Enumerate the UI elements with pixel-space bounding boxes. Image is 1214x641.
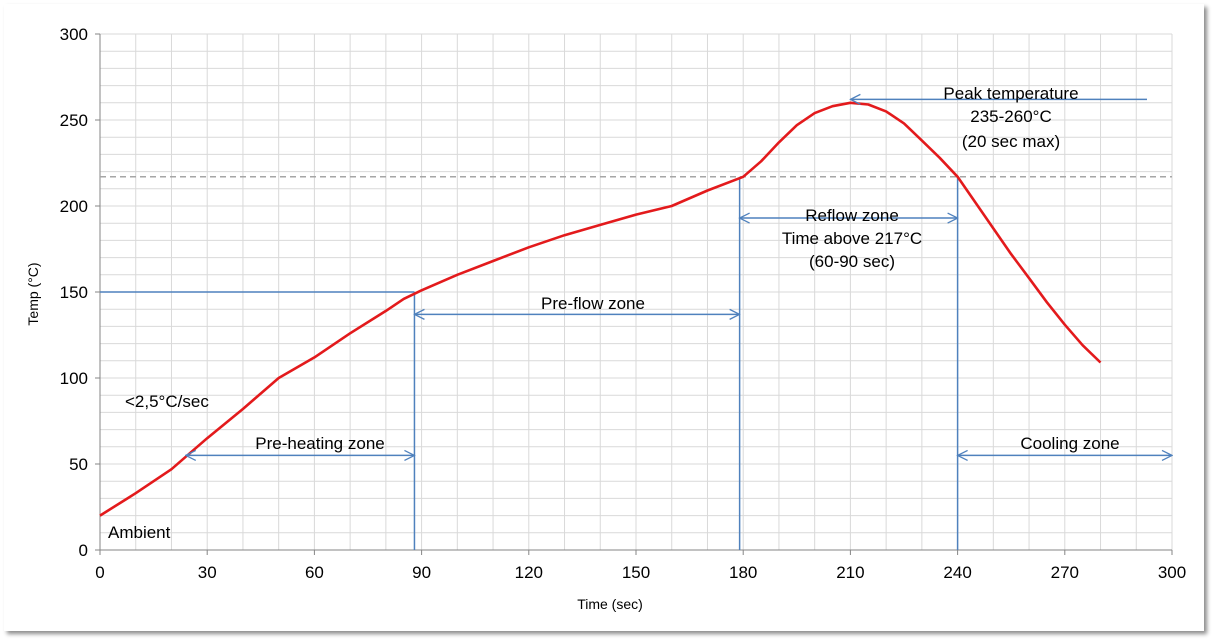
y-tick-label: 250 — [60, 111, 88, 130]
axes-layer — [95, 33, 1173, 555]
annotation-peak2: 235-260°C — [970, 107, 1051, 126]
chart-frame: 0 30 60 90 120 150 180 210 240 270 300 0 50 100 150 200… — [4, 4, 1204, 631]
y-axis-title: Temp (°C) — [25, 262, 41, 325]
annotation-ambient: Ambient — [108, 523, 171, 542]
x-tick-label: 150 — [622, 563, 650, 582]
grid-layer — [100, 33, 1173, 550]
x-tick-label: 180 — [729, 563, 757, 582]
x-tick-label: 30 — [198, 563, 217, 582]
y-tick-label: 150 — [60, 283, 88, 302]
y-tick-label: 50 — [69, 455, 88, 474]
zone-arrows — [186, 99, 1172, 455]
x-tick-label: 300 — [1158, 563, 1186, 582]
temperature-profile-line — [99, 101, 1102, 517]
x-tick-label: 240 — [943, 563, 971, 582]
y-tick-label: 200 — [60, 197, 88, 216]
annotation-ramp: <2,5°C/sec — [125, 392, 209, 411]
x-tick-label: 60 — [305, 563, 324, 582]
y-tick-label: 300 — [60, 25, 88, 44]
annotations: Ambient <2,5°C/sec Pre-heating zone Pre-flo… — [108, 84, 1120, 542]
reference-lines — [100, 175, 1172, 550]
x-axis-title: Time (sec) — [577, 596, 643, 612]
x-tick-label: 90 — [412, 563, 431, 582]
annotation-preheat: Pre-heating zone — [255, 434, 384, 453]
annotation-reflow3: (60-90 sec) — [809, 252, 895, 271]
x-tick-label: 120 — [515, 563, 543, 582]
tick-labels: 0 30 60 90 120 150 180 210 240 270 300 0 50 100 150 200… — [60, 25, 1187, 582]
x-tick-label: 0 — [95, 563, 104, 582]
series-layer — [99, 101, 1102, 517]
annotation-peak3: (20 sec max) — [962, 132, 1060, 151]
annotation-reflow1: Reflow zone — [805, 206, 899, 225]
annotation-preflow: Pre-flow zone — [541, 294, 645, 313]
x-tick-label: 270 — [1051, 563, 1079, 582]
annotation-reflow2: Time above 217°C — [782, 229, 922, 248]
y-tick-label: 100 — [60, 369, 88, 388]
reflow-profile-chart: 0 30 60 90 120 150 180 210 240 270 300 0 50 100 150 200… — [25, 25, 1187, 612]
annotation-peak1: Peak temperature — [943, 84, 1078, 103]
annotation-cooling: Cooling zone — [1020, 434, 1119, 453]
y-tick-label: 0 — [79, 541, 88, 560]
x-tick-label: 210 — [836, 563, 864, 582]
